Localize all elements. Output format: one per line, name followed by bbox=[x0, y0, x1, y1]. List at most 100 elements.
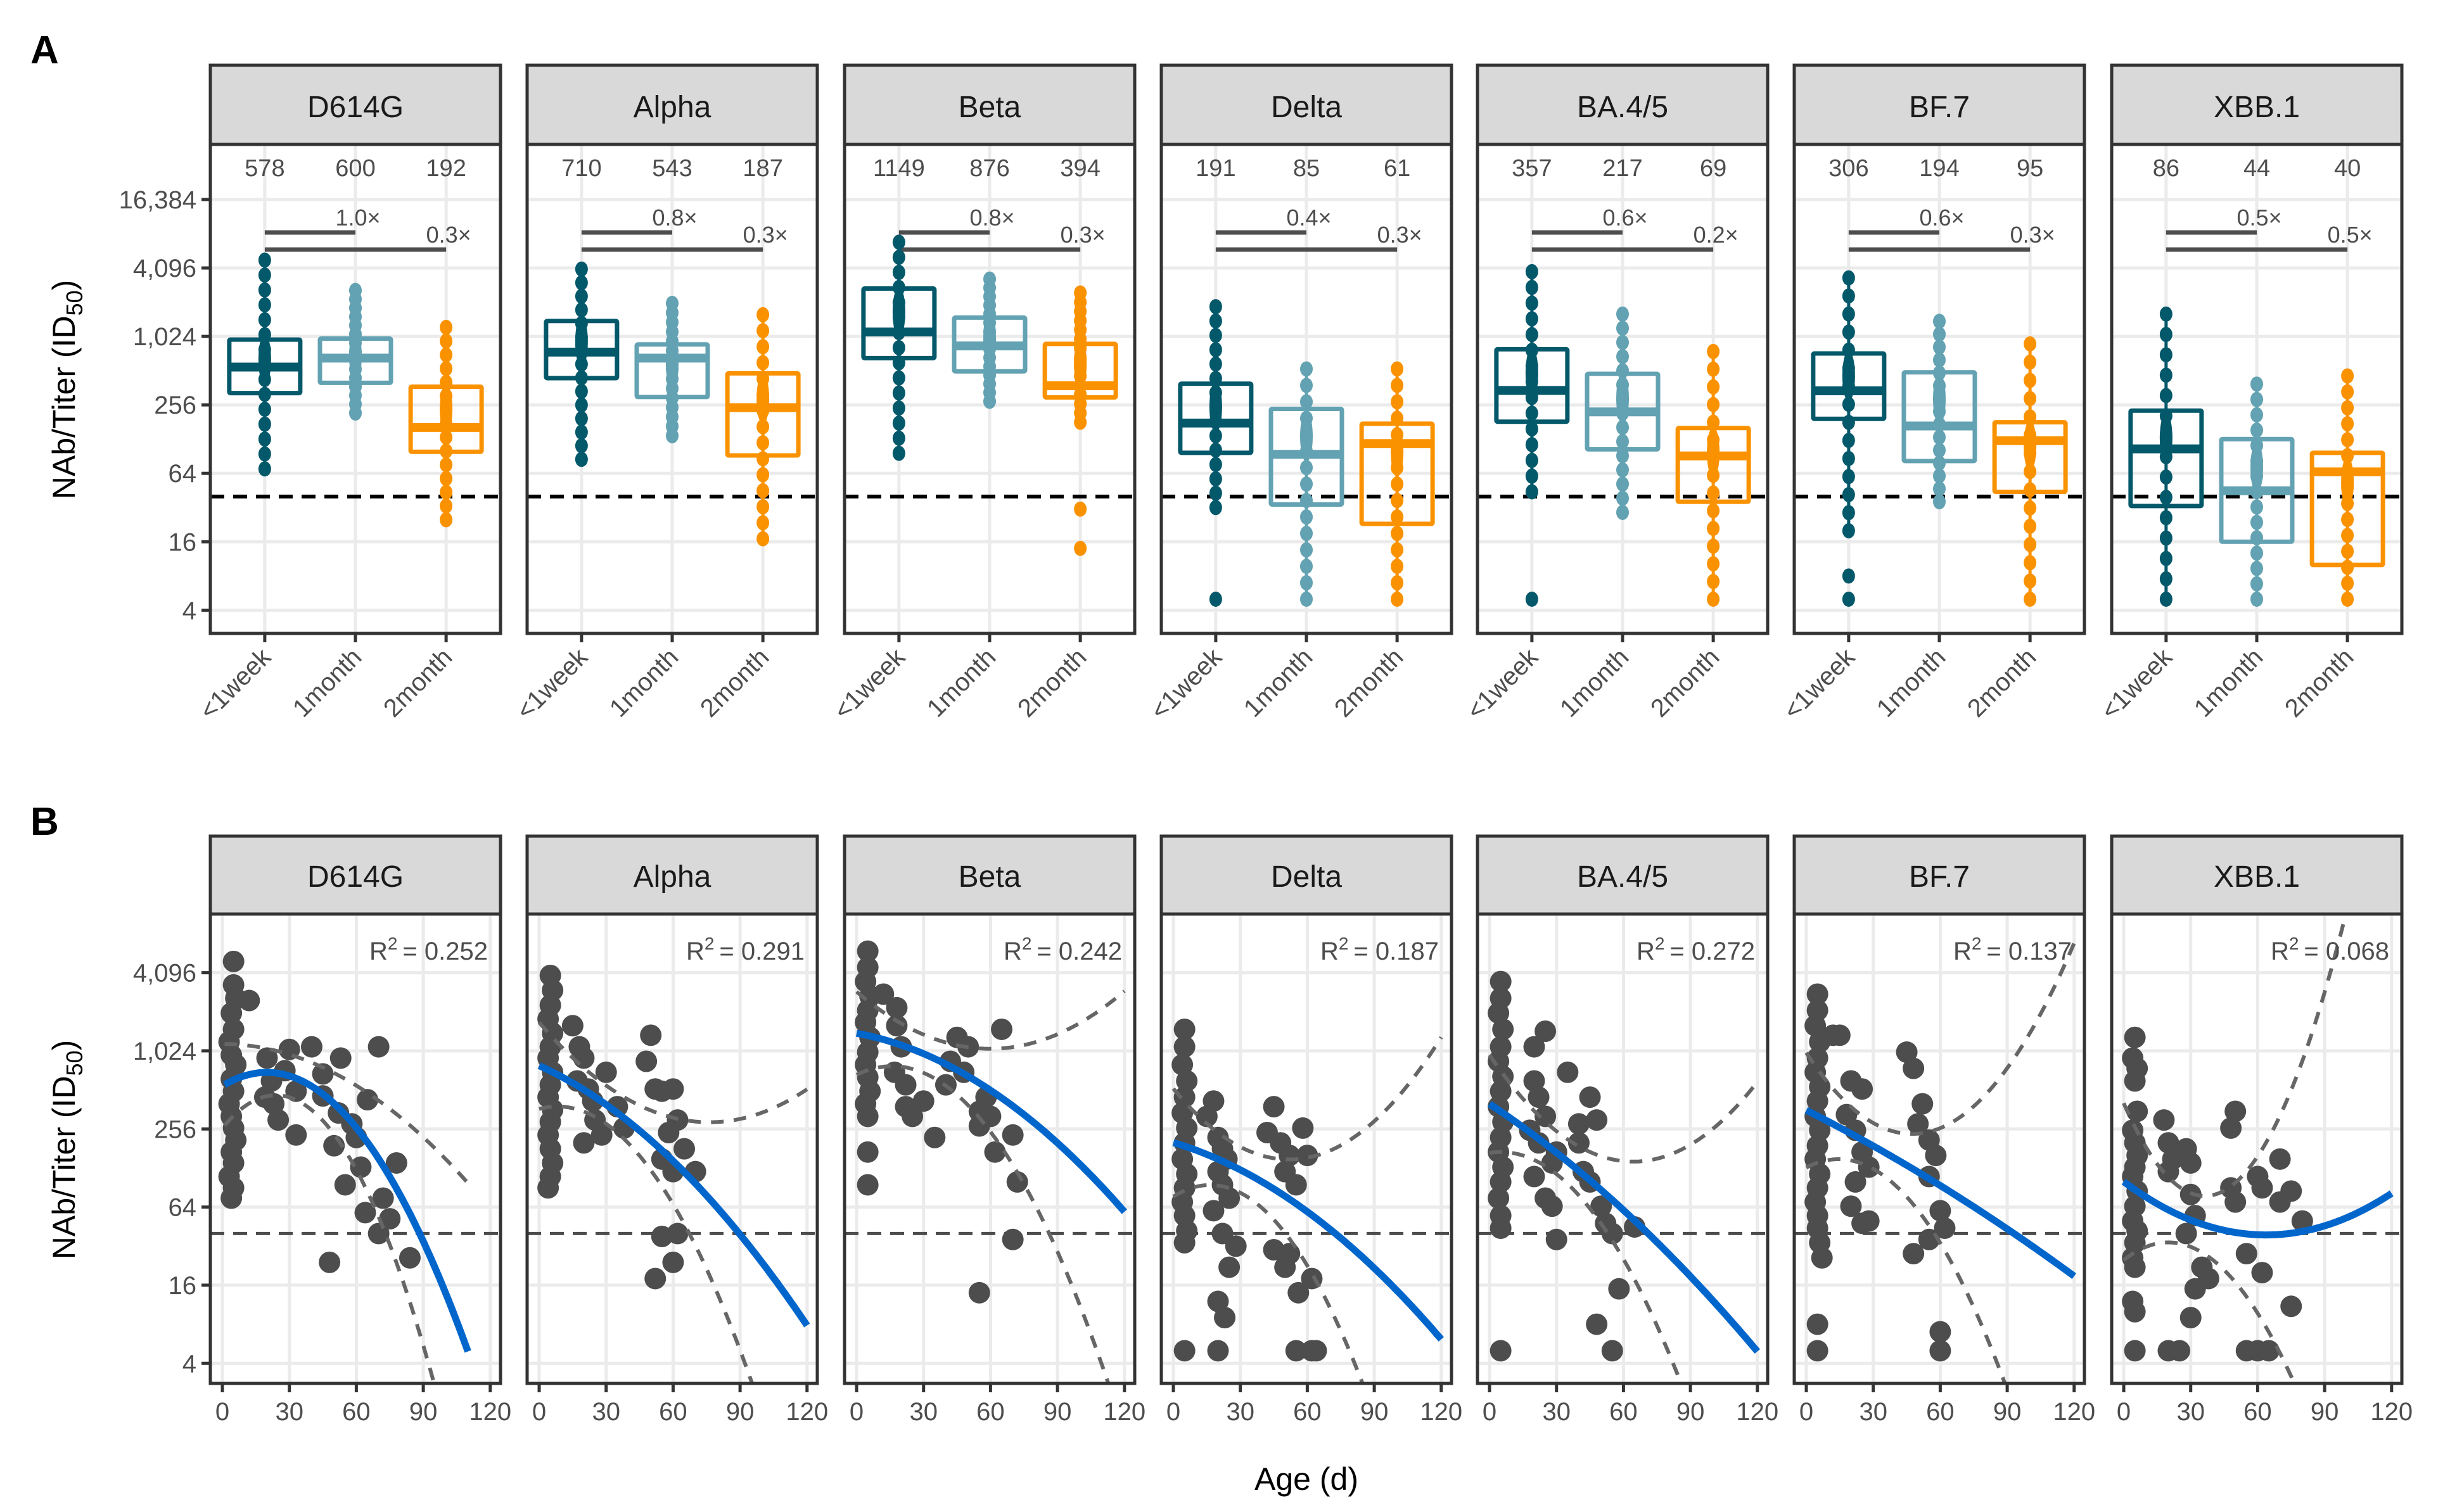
ci-upper-line bbox=[1488, 1053, 1759, 1164]
strip-background bbox=[843, 834, 1137, 916]
data-point bbox=[1525, 405, 1538, 421]
data-point bbox=[756, 419, 770, 435]
fit-curve bbox=[1487, 1101, 1761, 1354]
x-tick-label-a: 2month bbox=[2280, 643, 2359, 722]
data-point bbox=[892, 370, 905, 386]
data-point bbox=[892, 264, 905, 280]
data-point-cluster bbox=[1391, 426, 1404, 478]
data-point bbox=[895, 1074, 917, 1096]
data-point bbox=[1209, 485, 1222, 501]
data-point bbox=[1488, 1002, 1510, 1024]
data-point bbox=[1173, 1086, 1196, 1109]
fit-lines bbox=[222, 1042, 471, 1383]
data-point bbox=[1601, 1223, 1623, 1245]
data-point bbox=[1209, 428, 1222, 444]
data-point bbox=[2124, 1070, 2146, 1092]
data-point bbox=[1209, 457, 1222, 473]
data-point bbox=[1523, 1166, 1545, 1188]
data-point bbox=[1300, 559, 1313, 575]
r2-r: R bbox=[1004, 937, 1022, 965]
data-point bbox=[1196, 1105, 1218, 1128]
data-point bbox=[258, 267, 271, 283]
data-point bbox=[379, 1208, 401, 1230]
data-point bbox=[1911, 1093, 1934, 1115]
data-point bbox=[350, 1156, 372, 1178]
r2-value: = 0.252 bbox=[402, 937, 488, 965]
data-point bbox=[222, 950, 245, 972]
x-tick-label-b: 60 bbox=[342, 1398, 371, 1426]
data-point bbox=[1616, 321, 1629, 336]
data-point bbox=[662, 1078, 684, 1100]
data-point bbox=[1173, 1036, 1196, 1058]
data-point bbox=[573, 1132, 595, 1154]
data-point bbox=[1929, 1321, 1951, 1343]
data-point bbox=[2159, 490, 2172, 505]
r2-r: R bbox=[2271, 937, 2289, 965]
data-point bbox=[1707, 591, 1720, 607]
count-label: 1149 bbox=[873, 155, 925, 182]
scatter-points bbox=[1804, 983, 1956, 1362]
x-tick-label-b: 120 bbox=[1736, 1398, 1778, 1426]
data-point bbox=[2341, 591, 2354, 607]
data-point bbox=[1490, 1340, 1512, 1362]
x-tick-label-a: 2month bbox=[1012, 643, 1092, 722]
data-point-cluster bbox=[1074, 338, 1087, 390]
r2-r: R bbox=[369, 937, 388, 965]
r2-sup: 2 bbox=[705, 934, 715, 953]
data-point bbox=[1391, 394, 1404, 410]
data-point bbox=[912, 1090, 935, 1112]
data-point bbox=[756, 467, 770, 483]
x-tick-label-b: 0 bbox=[1483, 1398, 1496, 1426]
data-point bbox=[440, 347, 453, 363]
data-point bbox=[1490, 1171, 1512, 1193]
data-point bbox=[1300, 591, 1313, 607]
count-label: 876 bbox=[969, 155, 1009, 182]
outlier-point bbox=[1074, 501, 1087, 517]
data-point bbox=[258, 446, 271, 462]
count-label: 306 bbox=[1828, 155, 1868, 182]
y-tick-label-a: 1,024 bbox=[133, 323, 196, 351]
data-point bbox=[1300, 460, 1313, 476]
data-point bbox=[1545, 1228, 1567, 1250]
data-point bbox=[1300, 361, 1313, 377]
data-point bbox=[1173, 1340, 1196, 1362]
data-point bbox=[1616, 348, 1629, 364]
x-axis-title-b: Age (d) bbox=[1254, 1461, 1358, 1497]
y-tick-label-a: 64 bbox=[169, 460, 197, 488]
box bbox=[1178, 381, 1254, 455]
boxplot-1month bbox=[317, 283, 393, 421]
data-point bbox=[2157, 1160, 2179, 1183]
data-point bbox=[1391, 559, 1404, 575]
data-point bbox=[1804, 1015, 1827, 1037]
r2-label: R2 = 0.068 bbox=[2271, 934, 2389, 965]
data-point bbox=[440, 471, 453, 486]
x-tick-label-a: 1month bbox=[1239, 643, 1318, 722]
data-point bbox=[1300, 394, 1313, 410]
x-tick-label-a: 1month bbox=[1555, 643, 1634, 722]
data-point bbox=[354, 1202, 376, 1224]
x-tick-label-b: 30 bbox=[1859, 1398, 1887, 1426]
x-tick-label-b: 0 bbox=[1799, 1398, 1813, 1426]
data-point bbox=[1525, 468, 1538, 484]
r2-sup: 2 bbox=[388, 934, 398, 953]
data-point bbox=[902, 1105, 924, 1128]
x-tick-label-b: 60 bbox=[1609, 1398, 1638, 1426]
data-point bbox=[1840, 1195, 1862, 1217]
count-label: 86 bbox=[2153, 155, 2179, 182]
boxplot-2month bbox=[1992, 336, 2068, 607]
data-point bbox=[1391, 542, 1404, 558]
data-point bbox=[1586, 1109, 1608, 1131]
data-point-cluster bbox=[666, 338, 679, 390]
x-tick-label-a: <1week bbox=[829, 643, 911, 725]
data-point bbox=[575, 288, 588, 304]
data-point-cluster bbox=[1525, 348, 1538, 399]
data-point bbox=[258, 297, 271, 313]
strip-background bbox=[1159, 834, 1453, 916]
strip-label: BA.4/5 bbox=[1577, 91, 1668, 124]
data-point bbox=[756, 435, 770, 450]
data-point bbox=[2159, 347, 2172, 363]
data-point bbox=[1525, 484, 1538, 500]
data-point bbox=[2024, 372, 2037, 388]
strip-label: Alpha bbox=[634, 860, 711, 894]
